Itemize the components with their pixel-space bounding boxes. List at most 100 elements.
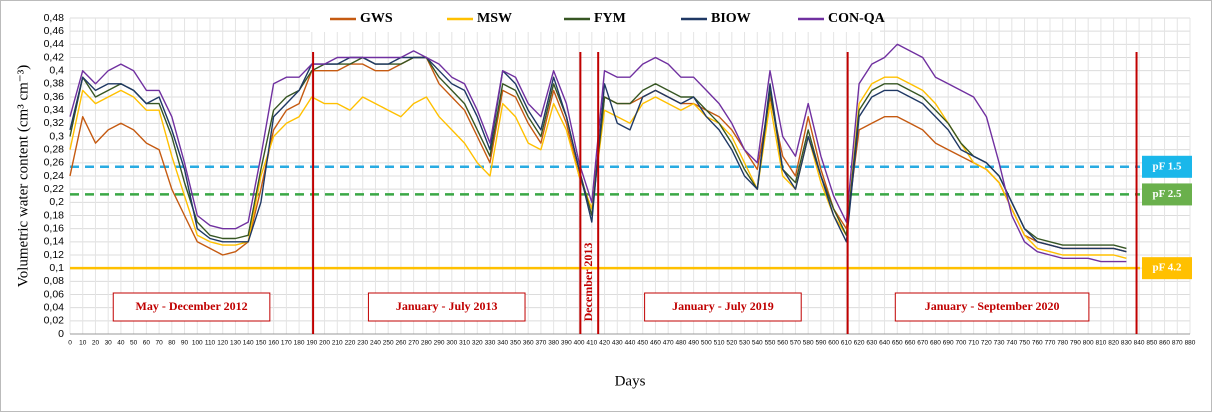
x-tick-label: 190 [306,340,317,347]
y-tick-label: 0,2 [49,196,64,208]
y-tick-label: 0,02 [44,315,65,327]
x-tick-label: 500 [701,340,712,347]
x-tick-label: 740 [1006,340,1017,347]
x-tick-label: 400 [574,340,585,347]
x-tick-label: 310 [459,340,470,347]
x-tick-label: 390 [561,340,572,347]
x-tick-label: 380 [548,340,559,347]
x-tick-label: 110 [205,340,216,347]
x-tick-label: 350 [510,340,521,347]
x-tick-label: 240 [370,340,381,347]
x-tick-label: 680 [930,340,941,347]
x-tick-label: 170 [281,340,292,347]
x-tick-label: 620 [854,340,865,347]
x-tick-label: 260 [395,340,406,347]
x-tick-label: 580 [803,340,814,347]
x-tick-label: 540 [752,340,763,347]
x-tick-label: 220 [345,340,356,347]
y-tick-label: 0,38 [44,78,65,90]
x-tick-label: 700 [955,340,966,347]
x-tick-label: 490 [688,340,699,347]
legend-label: BIOW [711,11,751,26]
x-tick-label: 450 [637,340,648,347]
x-tick-label: 230 [357,340,368,347]
y-tick-label: 0,08 [44,275,65,287]
x-tick-label: 30 [105,340,113,347]
x-tick-label: 340 [497,340,508,347]
y-tick-label: 0,24 [44,170,65,182]
y-tick-label: 0,44 [44,38,65,50]
x-tick-label: 760 [1032,340,1043,347]
y-tick-label: 0,04 [44,301,65,313]
x-tick-label: 130 [230,340,241,347]
x-tick-label: 810 [1095,340,1106,347]
x-tick-label: 410 [586,340,597,347]
legend-label: FYM [594,11,626,26]
y-tick-label: 0,34 [44,104,65,116]
y-tick-label: 0 [58,328,64,340]
reference-badge [1142,155,1192,178]
y-tick-label: 0,3 [49,130,64,142]
content: 00,020,040,060,080,10,120,140,160,180,20… [44,6,1196,347]
y-tick-label: 0,1 [49,262,64,274]
period-label: January - July 2013 [396,299,498,313]
period-label: January - July 2019 [672,299,774,313]
x-tick-label: 570 [790,340,801,347]
reference-badge [1142,257,1192,280]
legend-box [310,6,880,32]
y-tick-label: 0,36 [44,91,65,103]
period-box [894,292,1090,322]
x-tick-label: 80 [168,340,176,347]
reference-label: pF 4.2 [1153,262,1182,274]
legend-label: GWS [360,11,393,26]
x-tick-label: 100 [192,340,203,347]
x-tick-label: 880 [1185,340,1196,347]
x-tick-label: 360 [523,340,534,347]
x-tick-label: 790 [1070,340,1081,347]
x-tick-label: 160 [268,340,279,347]
period-box [112,292,271,322]
y-tick-label: 0,4 [49,64,64,76]
x-tick-label: 250 [383,340,394,347]
x-tick-label: 480 [675,340,686,347]
x-tick-label: 630 [866,340,877,347]
x-tick-label: 120 [217,340,228,347]
period-label: January - September 2020 [925,299,1060,313]
y-tick-label: 0,06 [44,288,65,300]
x-tick-label: 730 [994,340,1005,347]
x-tick-label: 720 [981,340,992,347]
x-tick-label: 830 [1121,340,1132,347]
x-tick-label: 200 [319,340,330,347]
y-tick-label: 0,26 [44,157,65,169]
x-tick-label: 800 [1083,340,1094,347]
x-tick-label: 330 [485,340,496,347]
period-box [644,292,802,322]
x-tick-label: 300 [446,340,457,347]
y-axis-label: Volumetric water content (cm³ cm⁻³) [15,65,31,287]
y-tick-label: 0,48 [44,12,65,24]
x-tick-label: 610 [841,340,852,347]
y-tick-label: 0,12 [44,249,65,261]
x-tick-label: 870 [1172,340,1183,347]
x-tick-label: 530 [739,340,750,347]
x-tick-label: 290 [434,340,445,347]
x-tick-label: 660 [905,340,916,347]
y-tick-label: 0,22 [44,183,65,195]
legend-label: MSW [477,11,512,26]
y-tick-label: 0,14 [44,236,65,248]
reference-badge [1142,183,1192,206]
y-tick-label: 0,42 [44,51,65,63]
x-tick-label: 860 [1159,340,1170,347]
x-tick-label: 50 [130,340,138,347]
y-tick-label: 0,16 [44,222,65,234]
x-tick-label: 600 [828,340,839,347]
x-tick-label: 670 [917,340,928,347]
x-tick-label: 320 [472,340,483,347]
x-tick-label: 710 [968,340,979,347]
x-tick-label: 90 [181,340,189,347]
x-tick-label: 180 [294,340,305,347]
y-tick-label: 0,32 [44,117,65,129]
period-label: May - December 2012 [136,299,248,313]
x-tick-label: 270 [408,340,419,347]
